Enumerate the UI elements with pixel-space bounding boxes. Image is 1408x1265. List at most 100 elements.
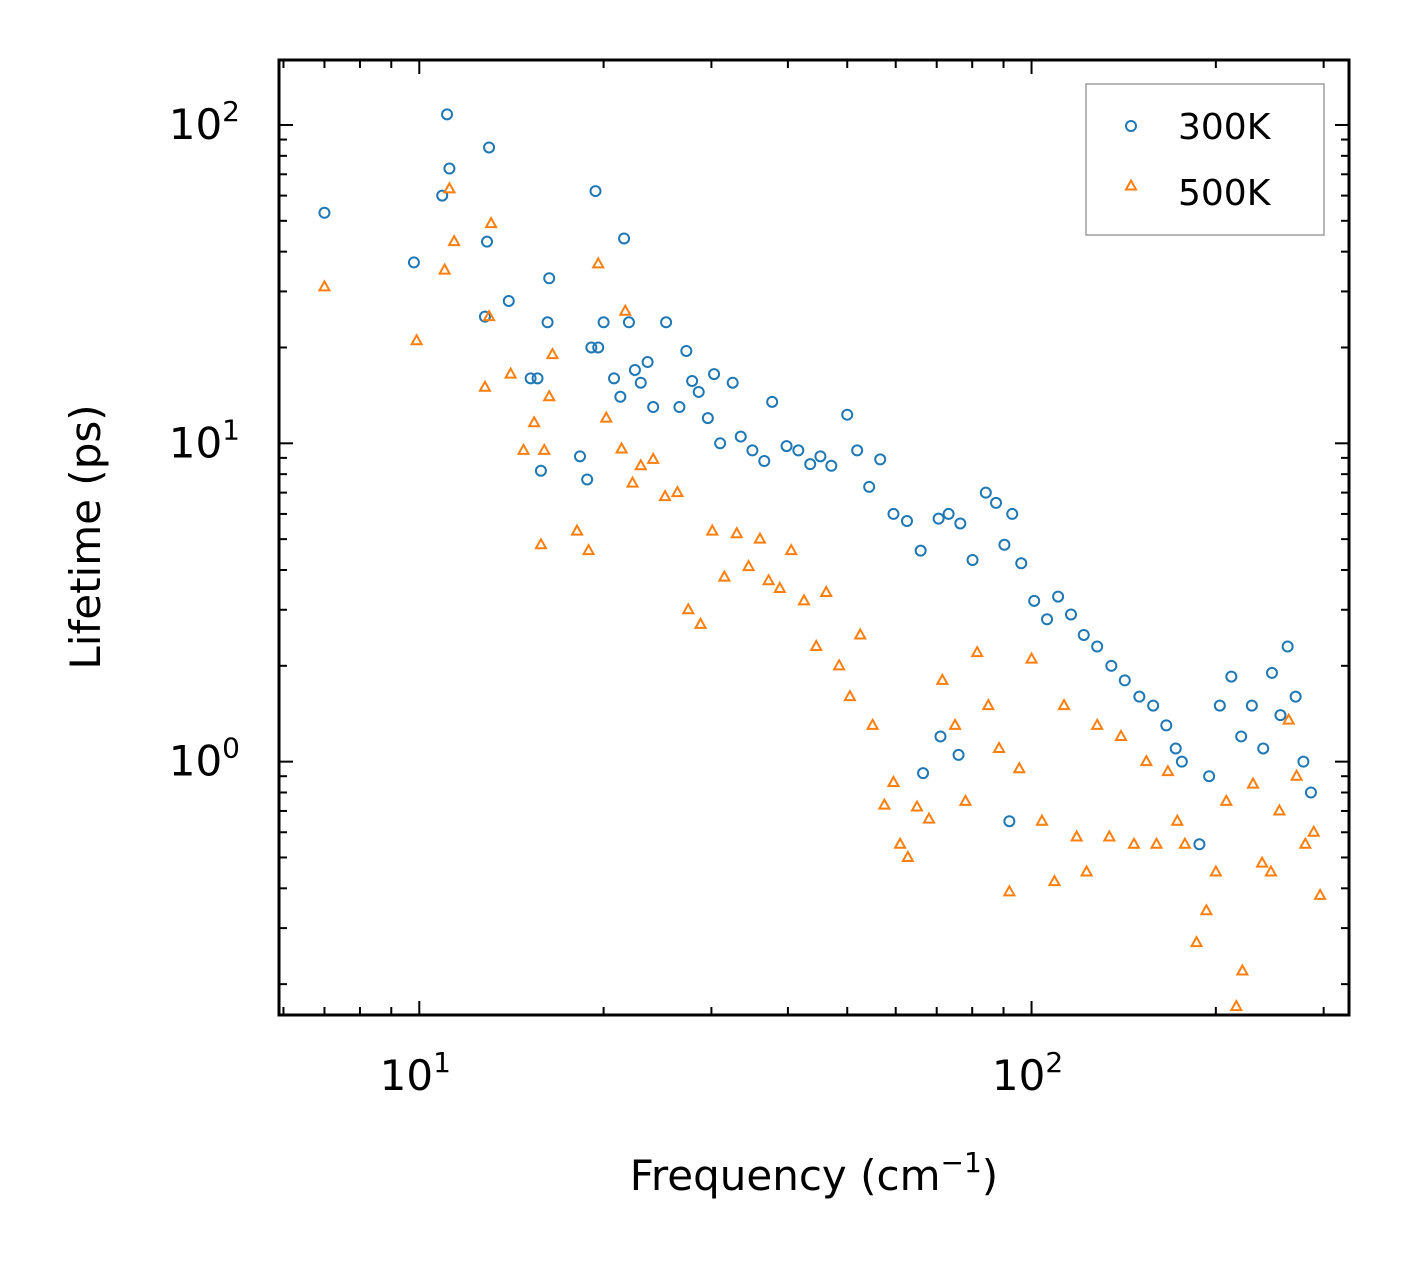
point-300k: [1028, 594, 1041, 607]
point-300k: [1065, 608, 1078, 621]
point-300k: [851, 444, 864, 457]
point-500k: [1199, 903, 1214, 916]
point-300k: [581, 473, 594, 486]
series-500k: [317, 181, 1327, 1012]
point-300k: [443, 162, 456, 175]
point-300k: [1289, 690, 1302, 703]
point-500k: [1102, 829, 1117, 842]
y-axis-label: Lifetime (ps): [61, 404, 110, 669]
point-300k: [746, 444, 759, 457]
point-300k: [1281, 640, 1294, 653]
point-300k: [1274, 709, 1287, 722]
point-500k: [537, 442, 551, 455]
point-300k: [708, 368, 721, 381]
point-300k: [1257, 742, 1270, 755]
point-300k: [441, 108, 454, 121]
point-500k: [545, 347, 560, 360]
point-300k: [407, 256, 420, 269]
point-500k: [1002, 884, 1017, 897]
point-300k: [1160, 719, 1173, 732]
x-tick-label-base: 10: [992, 1051, 1045, 1100]
point-500k: [935, 672, 950, 685]
point-300k: [887, 507, 900, 520]
point-300k: [692, 385, 705, 398]
point-300k: [534, 464, 547, 477]
point-300k: [1297, 755, 1310, 768]
point-500k: [534, 537, 548, 550]
point-300k: [622, 316, 635, 329]
point-300k: [1105, 659, 1118, 672]
point-300k: [589, 185, 602, 198]
point-500k: [981, 698, 996, 711]
x-axis-label-sup: −1: [941, 1146, 982, 1179]
point-500k: [1047, 874, 1062, 887]
x-tick-label-exp: 1: [433, 1046, 451, 1079]
point-300k: [1147, 699, 1160, 712]
point-300k: [1203, 770, 1216, 783]
point-500k: [1114, 728, 1128, 741]
point-300k: [502, 294, 515, 307]
point-500k: [599, 410, 613, 423]
point-300k: [483, 141, 496, 154]
point-300k: [524, 372, 537, 385]
point-300k: [1006, 507, 1019, 520]
point-500k: [958, 793, 973, 806]
point-500k: [527, 415, 541, 428]
y-tick-label-base: 10: [169, 737, 222, 786]
y-tick-label-exp: 2: [222, 95, 240, 128]
point-300k: [618, 232, 631, 245]
point-300k: [932, 512, 945, 525]
point-500k: [591, 256, 605, 269]
legend: 300K 500K: [1085, 83, 1325, 236]
point-500k: [1281, 712, 1296, 725]
x-tick-label-base: 10: [380, 1051, 433, 1100]
point-300k: [436, 189, 449, 202]
point-300k: [990, 496, 1003, 509]
point-300k: [952, 748, 965, 761]
point-300k: [673, 401, 686, 414]
point-300k: [634, 376, 647, 389]
point-300k: [804, 458, 817, 471]
point-300k: [1169, 742, 1182, 755]
point-500k: [992, 740, 1006, 753]
point-300k: [1091, 640, 1104, 653]
x-tick-label: 101: [380, 1046, 451, 1100]
point-500k: [1127, 836, 1141, 849]
point-500k: [1264, 864, 1278, 877]
point-300k: [541, 316, 554, 329]
point-500k: [442, 181, 457, 194]
point-500k: [1289, 768, 1304, 781]
legend-marker-300k: [1125, 120, 1137, 132]
legend-label-300k: 300K: [1178, 107, 1272, 148]
point-300k: [1193, 838, 1206, 851]
point-500k: [581, 543, 596, 556]
y-tick-label-exp: 1: [222, 413, 240, 446]
point-500k: [1139, 754, 1154, 767]
y-tick-label: 101: [169, 413, 240, 467]
point-500k: [1170, 813, 1184, 826]
point-300k: [686, 374, 699, 387]
point-300k: [1052, 590, 1065, 603]
point-500k: [901, 849, 915, 862]
point-500k: [482, 309, 496, 322]
point-300k: [573, 450, 586, 463]
y-tick-label-base: 10: [169, 418, 222, 467]
series-layer: [317, 108, 1327, 1012]
point-300k: [998, 538, 1011, 551]
point-500k: [910, 799, 924, 812]
point-300k: [726, 376, 739, 389]
point-300k: [825, 459, 838, 472]
y-tick-label-base: 10: [169, 100, 222, 149]
point-300k: [942, 507, 955, 520]
point-300k: [647, 401, 660, 414]
point-500k: [809, 638, 823, 651]
point-300k: [1225, 670, 1238, 683]
point-500k: [717, 569, 732, 582]
point-500k: [865, 717, 880, 730]
point-500k: [948, 717, 962, 730]
point-300k: [863, 480, 876, 493]
point-500k: [1313, 887, 1327, 900]
point-300k: [874, 453, 887, 466]
